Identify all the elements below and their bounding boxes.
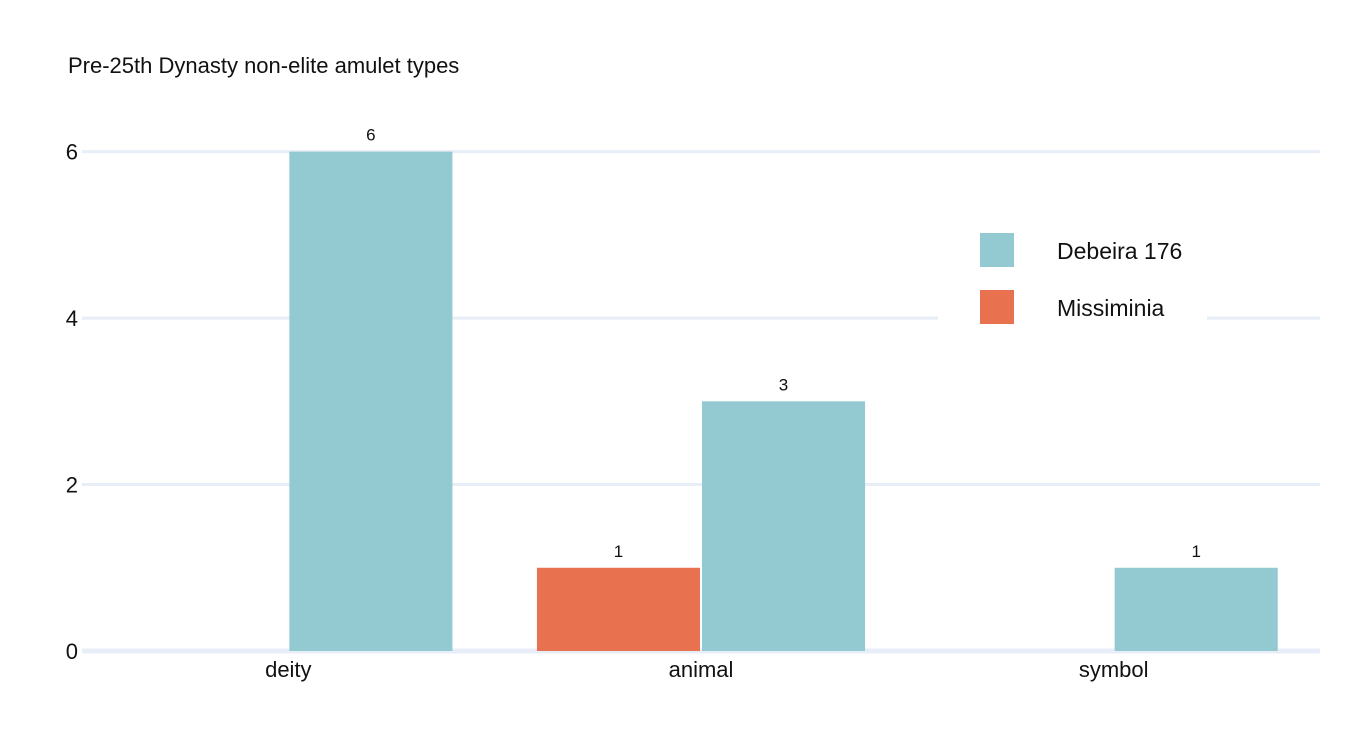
bar-value-label: 1 (614, 542, 623, 561)
y-tick-label: 2 (66, 473, 78, 498)
bar-value-label: 6 (366, 126, 375, 145)
bars (289, 151, 1278, 651)
legend-swatch[interactable] (980, 233, 1014, 267)
x-tick-label-deity: deity (265, 657, 311, 682)
bar-value-labels: 6 1 3 1 (366, 126, 1201, 561)
y-tick-label: 0 (66, 639, 78, 664)
legend-swatch[interactable] (980, 290, 1014, 324)
bar-debeira-176-animal[interactable] (702, 401, 866, 651)
y-tick-label: 6 (66, 140, 78, 165)
bar-debeira-176-symbol[interactable] (1114, 567, 1278, 651)
legend[interactable]: Debeira 176 Missiminia (938, 212, 1207, 342)
bar-missiminia-animal[interactable] (536, 567, 700, 651)
legend-label[interactable]: Debeira 176 (1057, 238, 1182, 264)
bar-debeira-176-deity[interactable] (289, 151, 453, 651)
bar-value-label: 3 (779, 375, 788, 394)
gridlines (82, 150, 1320, 654)
chart-title: Pre-25th Dynasty non-elite amulet types (68, 53, 460, 78)
y-tick-label: 4 (66, 306, 78, 331)
legend-background (938, 212, 1207, 342)
x-tick-label-symbol: symbol (1079, 657, 1149, 682)
legend-label[interactable]: Missiminia (1057, 295, 1165, 321)
axes: 0 2 4 6 deity animal symbol (66, 140, 1149, 682)
x-tick-label-animal: animal (669, 657, 734, 682)
bar-value-label: 1 (1191, 542, 1200, 561)
